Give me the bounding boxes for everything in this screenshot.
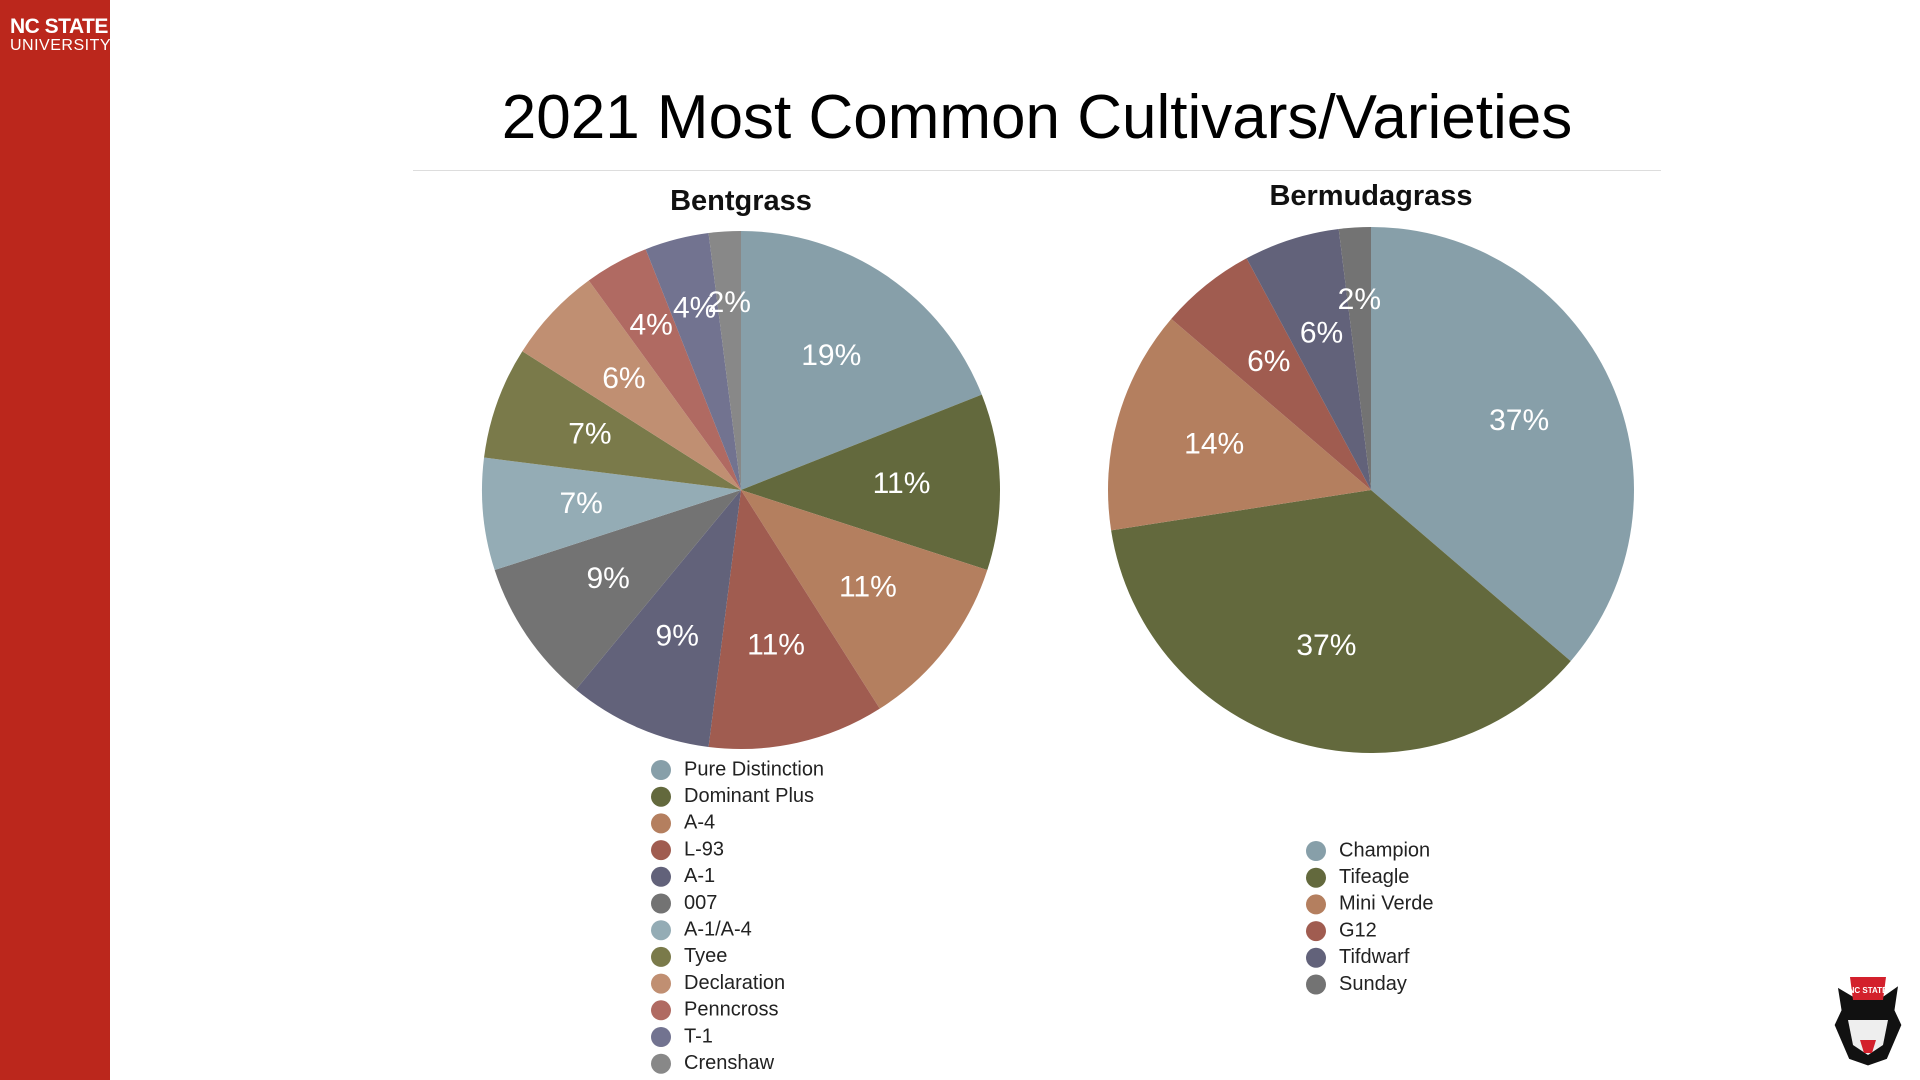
legend-swatch bbox=[1306, 867, 1326, 888]
legend-label: A-1 bbox=[684, 865, 715, 887]
logo-line2: UNIVERSITY bbox=[10, 37, 112, 54]
title-divider bbox=[413, 170, 1661, 171]
pie-slice-pure-distinction bbox=[741, 231, 982, 490]
pie-slice-g12 bbox=[1171, 258, 1371, 490]
svg-text:NC STATE: NC STATE bbox=[1849, 986, 1888, 995]
data-label: 6% bbox=[1247, 345, 1290, 378]
legend-swatch bbox=[1306, 947, 1326, 968]
wolf-mascot-logo: NC STATE bbox=[1831, 977, 1905, 1069]
logo-line1: NC STATE bbox=[10, 15, 108, 38]
legend-label: Dominant Plus bbox=[684, 785, 814, 807]
pie-slice-penncross bbox=[588, 249, 741, 490]
pie-slice-l-93 bbox=[708, 490, 880, 749]
slide-title: 2021 Most Common Cultivars/Varieties bbox=[501, 83, 1573, 152]
data-label: 4% bbox=[629, 309, 672, 342]
data-label: 11% bbox=[839, 570, 897, 603]
legend-swatch bbox=[1306, 974, 1326, 995]
brand-sidebar: NC STATE UNIVERSITY bbox=[0, 0, 111, 1080]
pie-slice-sunday bbox=[1338, 227, 1371, 490]
data-label: 4% bbox=[673, 291, 716, 324]
legend-swatch bbox=[1306, 841, 1326, 861]
data-label: 19% bbox=[801, 339, 861, 372]
pie-slice-a-1-a-4 bbox=[481, 457, 741, 571]
legend-swatch bbox=[651, 973, 671, 994]
legend-swatch bbox=[651, 1000, 671, 1021]
pie-slice-a-1 bbox=[575, 490, 741, 747]
legend-label: Penncross bbox=[684, 999, 779, 1021]
legend-label: Declaration bbox=[684, 972, 785, 994]
pie-title: Bermudagrass bbox=[1269, 180, 1472, 212]
pie-slice-tifdwarf bbox=[1246, 228, 1371, 490]
data-label: 9% bbox=[587, 562, 630, 595]
legend-label: 007 bbox=[684, 892, 717, 914]
pie-title: Bentgrass bbox=[670, 185, 812, 217]
legend-label: Mini Verde bbox=[1339, 893, 1434, 915]
data-label: 37% bbox=[1489, 404, 1549, 437]
legend-label: L-93 bbox=[684, 838, 724, 860]
legend-label: G12 bbox=[1339, 919, 1377, 941]
ncstate-logo: NC STATE UNIVERSITY bbox=[10, 16, 111, 54]
legend-label: Pure Distinction bbox=[684, 758, 824, 780]
data-label: 14% bbox=[1184, 427, 1244, 460]
data-label: 7% bbox=[559, 487, 602, 520]
legend-swatch bbox=[651, 786, 671, 807]
pie-slice-dominant-plus bbox=[741, 394, 1000, 571]
legend-label: A-1/A-4 bbox=[684, 918, 752, 940]
pie-slice-tyee bbox=[484, 351, 741, 490]
legend-swatch bbox=[651, 1053, 671, 1074]
legend-label: Champion bbox=[1339, 839, 1430, 861]
data-label: 2% bbox=[708, 286, 751, 319]
legend-label: Crenshaw bbox=[684, 1052, 775, 1074]
data-label: 6% bbox=[1300, 317, 1343, 350]
data-label: 37% bbox=[1296, 629, 1356, 662]
pie-slice-a-4 bbox=[741, 490, 988, 709]
data-label: 11% bbox=[873, 467, 931, 500]
pie-slice-declaration bbox=[522, 280, 741, 490]
legend-swatch bbox=[651, 840, 671, 861]
legend-swatch bbox=[651, 760, 671, 780]
data-label: 9% bbox=[656, 619, 699, 652]
data-label: 11% bbox=[747, 629, 805, 662]
data-label: 2% bbox=[1338, 283, 1381, 316]
legend-label: A-4 bbox=[684, 812, 715, 834]
legend-swatch bbox=[1306, 921, 1326, 942]
legend-label: Tifeagle bbox=[1339, 866, 1409, 888]
data-label: 7% bbox=[568, 418, 611, 451]
legend-swatch bbox=[651, 946, 671, 967]
pie-slice-tifeagle bbox=[1111, 490, 1571, 754]
pie-slice-champion bbox=[1371, 227, 1634, 662]
legend-label: Sunday bbox=[1339, 973, 1407, 995]
pie-slice-007 bbox=[494, 490, 741, 690]
legend-swatch bbox=[1306, 894, 1326, 915]
data-label: 6% bbox=[602, 362, 645, 395]
legend-swatch bbox=[651, 866, 671, 887]
legend-swatch bbox=[651, 893, 671, 914]
legend-label: T-1 bbox=[684, 1025, 713, 1047]
legend-swatch bbox=[651, 920, 671, 941]
legend-swatch bbox=[651, 813, 671, 834]
legend-label: Tifdwarf bbox=[1339, 946, 1410, 968]
pie-slice-crenshaw bbox=[708, 231, 741, 490]
pie-slice-t-1 bbox=[645, 233, 741, 490]
legend-label: Tyee bbox=[684, 945, 727, 967]
pie-slice-mini-verde bbox=[1108, 318, 1371, 531]
legend-swatch bbox=[651, 1027, 671, 1047]
